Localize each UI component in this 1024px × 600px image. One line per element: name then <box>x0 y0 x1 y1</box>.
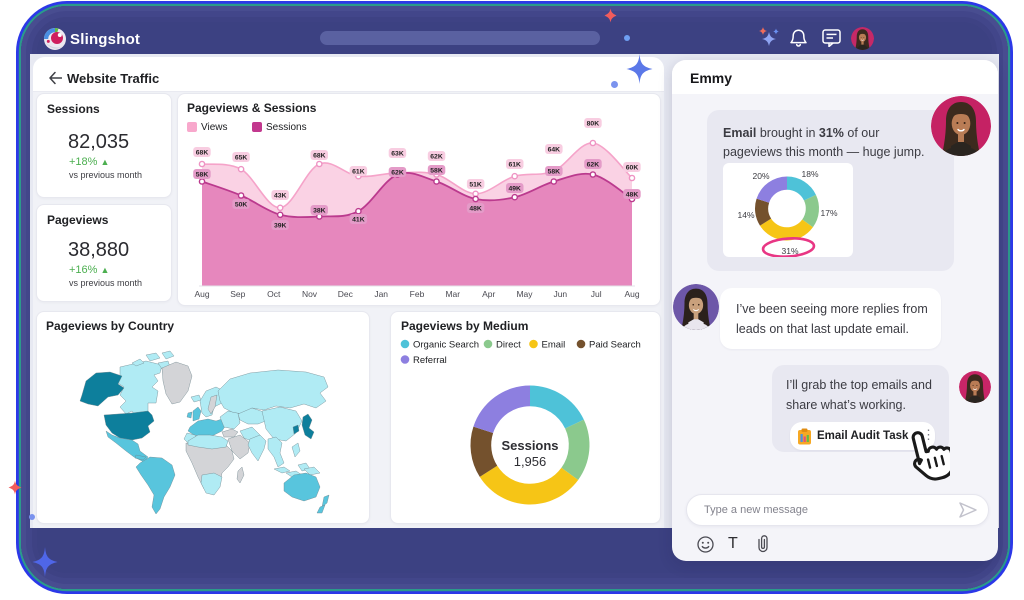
svg-text:48K: 48K <box>626 192 639 199</box>
svg-text:Mar: Mar <box>445 289 460 299</box>
svg-text:May: May <box>516 289 533 299</box>
svg-text:63K: 63K <box>391 151 404 158</box>
svg-text:39K: 39K <box>274 223 287 230</box>
svg-text:Jan: Jan <box>374 289 388 299</box>
svg-text:62K: 62K <box>391 170 404 177</box>
svg-text:68K: 68K <box>196 150 209 157</box>
svg-text:Feb: Feb <box>410 289 425 299</box>
svg-text:80K: 80K <box>587 121 600 128</box>
svg-text:31%: 31% <box>781 246 798 256</box>
svg-text:Jul: Jul <box>591 289 602 299</box>
svg-text:Oct: Oct <box>267 289 281 299</box>
svg-text:43K: 43K <box>274 193 287 200</box>
svg-text:50K: 50K <box>235 202 248 209</box>
svg-text:14%: 14% <box>737 210 754 220</box>
svg-text:Email: Email <box>542 339 566 350</box>
svg-text:Paid Search: Paid Search <box>589 339 641 350</box>
svg-text:1,956: 1,956 <box>514 454 547 469</box>
svg-text:Sessions: Sessions <box>501 438 558 453</box>
svg-text:Organic Search: Organic Search <box>413 339 479 350</box>
svg-text:58K: 58K <box>196 172 209 179</box>
svg-text:Dec: Dec <box>338 289 354 299</box>
svg-text:Nov: Nov <box>302 289 318 299</box>
svg-text:62K: 62K <box>430 154 443 161</box>
svg-text:41K: 41K <box>352 217 365 224</box>
svg-text:58K: 58K <box>548 169 561 176</box>
svg-text:49K: 49K <box>508 186 521 193</box>
svg-text:68K: 68K <box>313 153 326 160</box>
svg-text:60K: 60K <box>626 165 639 172</box>
svg-text:51K: 51K <box>469 182 482 189</box>
svg-text:Direct: Direct <box>496 339 521 350</box>
svg-text:65K: 65K <box>235 155 248 162</box>
svg-text:Sep: Sep <box>230 289 245 299</box>
svg-text:61K: 61K <box>352 169 365 176</box>
svg-text:Jun: Jun <box>553 289 567 299</box>
svg-text:20%: 20% <box>752 171 769 181</box>
svg-text:17%: 17% <box>820 208 837 218</box>
svg-text:58K: 58K <box>430 168 443 175</box>
svg-text:38K: 38K <box>313 208 326 215</box>
svg-text:Aug: Aug <box>624 289 639 299</box>
svg-text:62K: 62K <box>587 162 600 169</box>
svg-text:Apr: Apr <box>482 289 495 299</box>
svg-text:64K: 64K <box>548 147 561 154</box>
svg-text:18%: 18% <box>801 169 818 179</box>
svg-text:Referral: Referral <box>413 355 447 366</box>
svg-text:61K: 61K <box>508 162 521 169</box>
svg-text:48K: 48K <box>469 206 482 213</box>
svg-text:Aug: Aug <box>194 289 209 299</box>
